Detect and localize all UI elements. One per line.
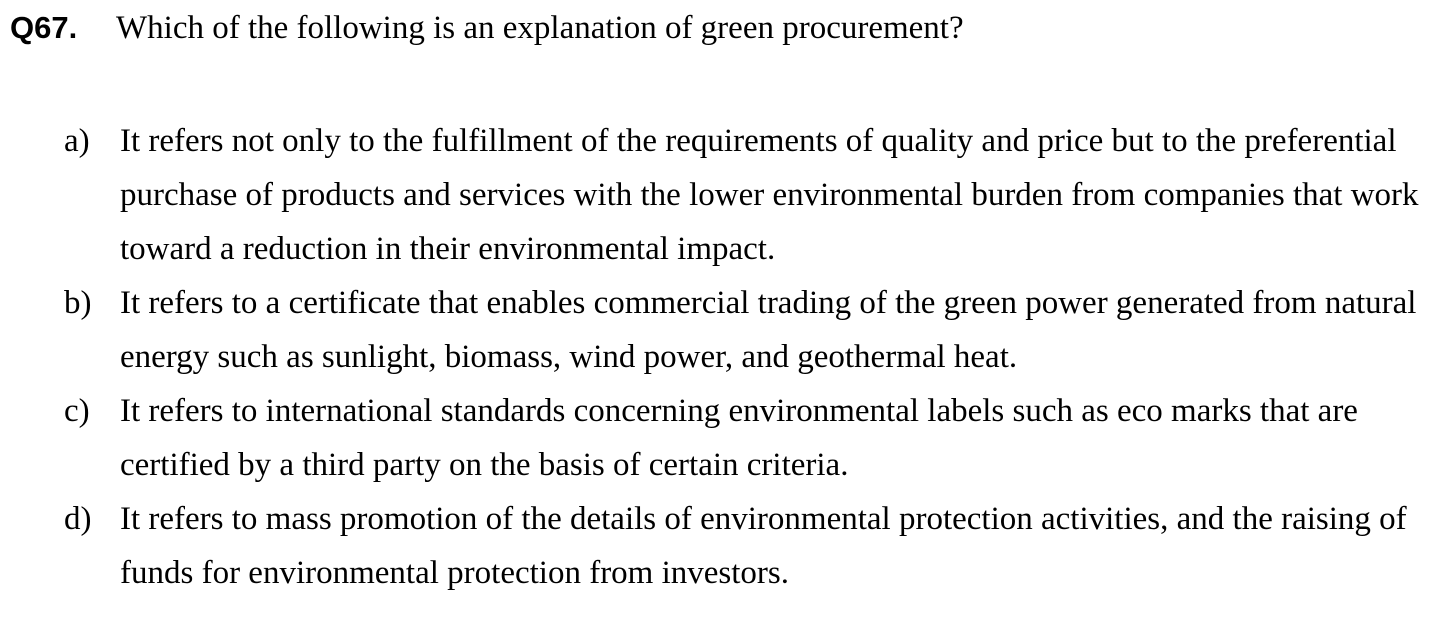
option-text: It refers to mass promotion of the detai… — [120, 501, 1407, 591]
option-letter: c) — [64, 393, 90, 429]
answer-options-list: a) It refers not only to the fulfillment… — [64, 114, 1434, 600]
option-a: a) It refers not only to the fulfillment… — [64, 114, 1434, 276]
option-c: c) It refers to international standards … — [64, 384, 1434, 492]
question-number: Q67. — [10, 10, 78, 45]
option-text: It refers to a certificate that enables … — [120, 285, 1417, 375]
option-letter: b) — [64, 285, 92, 321]
option-d: d) It refers to mass promotion of the de… — [64, 492, 1434, 600]
option-b: b) It refers to a certificate that enabl… — [64, 276, 1434, 384]
option-letter: d) — [64, 501, 92, 537]
option-text: It refers not only to the fulfillment of… — [120, 123, 1419, 267]
question-text: Which of the following is an explanation… — [116, 10, 964, 46]
option-text: It refers to international standards con… — [120, 393, 1358, 483]
question-header: Q67. Which of the following is an explan… — [10, 10, 964, 47]
option-letter: a) — [64, 123, 90, 159]
